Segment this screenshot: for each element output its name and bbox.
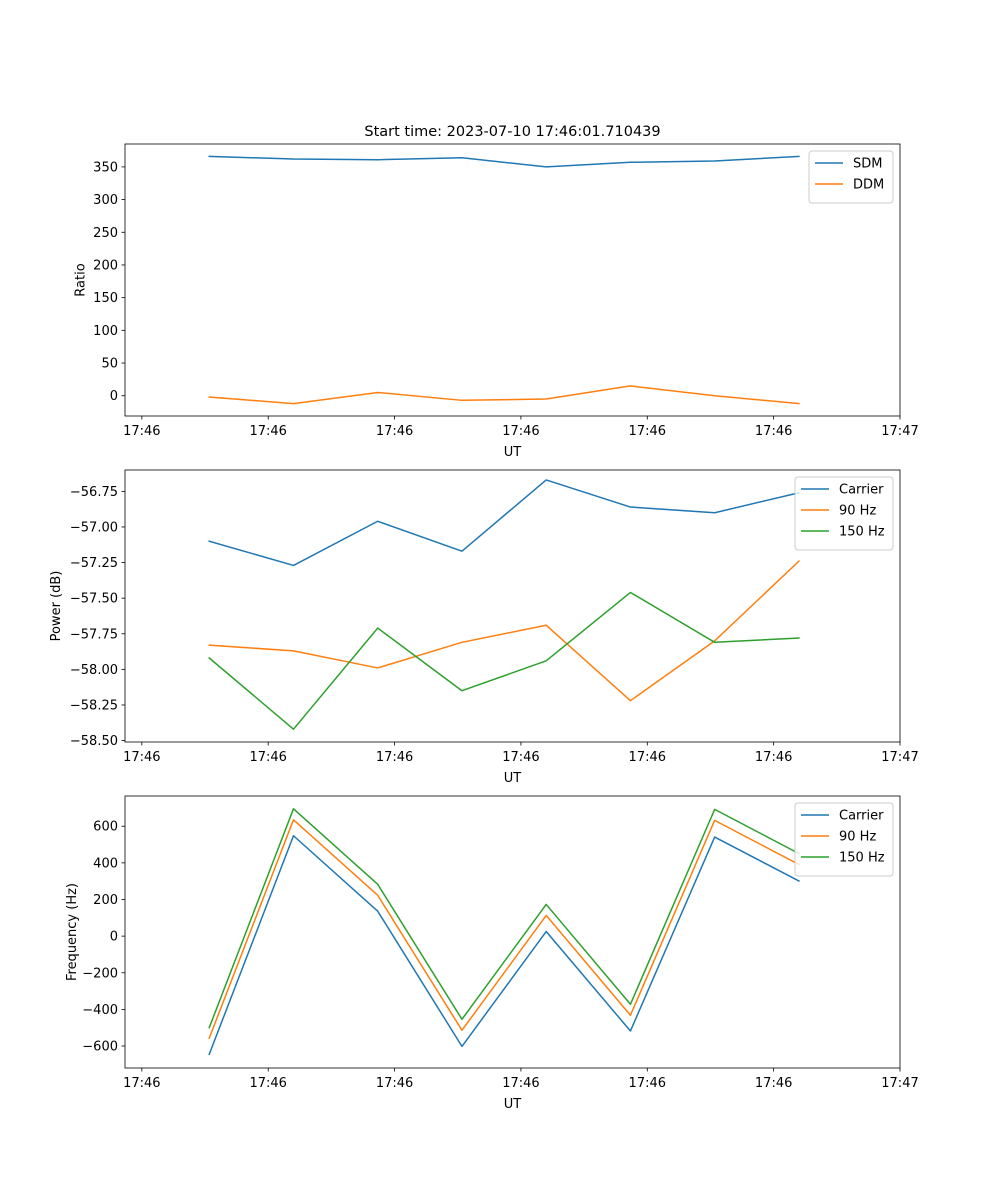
x-tick-label: 17:46 <box>629 1076 666 1091</box>
axes-frame <box>124 469 901 743</box>
subplot-1: 17:46 17:46 17:46 17:46 17:46 17:46 17:47 0 50 10… <box>73 143 919 460</box>
x-tick-label: 17:46 <box>123 424 160 439</box>
y-tick-label: −58.50 <box>70 734 118 749</box>
y-tick-label: 200 <box>93 893 118 908</box>
series-line-90-hz <box>208 560 800 702</box>
legend-label: DDM <box>853 178 884 193</box>
y-tick-label: −57.25 <box>70 556 118 571</box>
legend-label: Carrier <box>839 483 884 498</box>
y-tick-label: −57.50 <box>70 592 118 607</box>
legend-label: SDM <box>853 157 882 172</box>
series-line-150-hz <box>208 808 800 1029</box>
y-tick-label: 400 <box>93 856 118 871</box>
x-tick-label: 17:46 <box>123 1076 160 1091</box>
y-tick-label: −57.75 <box>70 627 118 642</box>
x-tick-label: 17:46 <box>502 750 539 765</box>
x-tick-label: 17:46 <box>629 750 666 765</box>
y-tick-label: 50 <box>101 357 118 372</box>
subplot-3: 17:46 17:46 17:46 17:46 17:46 17:46 17:47 −600 −… <box>65 795 919 1112</box>
y-axis-label: Frequency (Hz) <box>65 883 80 981</box>
legend-label: 90 Hz <box>839 504 876 519</box>
y-tick-label: 600 <box>93 820 118 835</box>
axes-frame <box>124 795 901 1069</box>
x-axis-label: UT <box>504 1097 522 1112</box>
legend-box <box>808 150 894 204</box>
x-tick-label: 17:46 <box>376 750 413 765</box>
y-axis-label: Ratio <box>73 263 88 296</box>
x-tick-label: 17:46 <box>629 424 666 439</box>
y-tick-label: −58.25 <box>70 698 118 713</box>
legend-label: Carrier <box>839 809 884 824</box>
x-tick-label: 17:46 <box>249 1076 286 1091</box>
x-tick-label: 17:46 <box>376 424 413 439</box>
y-tick-label: −57.00 <box>70 520 118 535</box>
axes-frame <box>124 143 901 417</box>
y-tick-label: 200 <box>93 258 118 273</box>
x-tick-label: 17:47 <box>881 424 918 439</box>
y-axis-label: Power (dB) <box>49 571 64 642</box>
legend-label: 150 Hz <box>839 525 885 540</box>
x-axis-label: UT <box>504 445 522 460</box>
x-tick-label: 17:46 <box>755 1076 792 1091</box>
plots: 17:46 17:46 17:46 17:46 17:46 17:46 17:47 0 50 10… <box>49 143 919 1112</box>
y-tick-label: −200 <box>82 966 118 981</box>
x-tick-label: 17:46 <box>249 750 286 765</box>
x-tick-label: 17:46 <box>755 424 792 439</box>
y-tick-label: 150 <box>93 291 118 306</box>
x-axis-label: UT <box>504 771 522 786</box>
x-tick-label: 17:47 <box>881 750 918 765</box>
x-tick-label: 17:46 <box>249 424 286 439</box>
legend-label: 150 Hz <box>839 851 885 866</box>
figure-title: Start time: 2023-07-10 17:46:01.710439 <box>364 124 660 140</box>
y-tick-label: −400 <box>82 1003 118 1018</box>
series-line-carrier <box>208 479 800 567</box>
y-tick-label: 0 <box>110 930 118 945</box>
x-tick-label: 17:46 <box>502 1076 539 1091</box>
x-tick-label: 17:46 <box>376 1076 413 1091</box>
y-tick-label: −58.00 <box>70 663 118 678</box>
x-tick-label: 17:47 <box>881 1076 918 1091</box>
legend-label: 90 Hz <box>839 830 876 845</box>
series-line-carrier <box>208 835 800 1056</box>
y-tick-label: 100 <box>93 324 118 339</box>
y-tick-label: 250 <box>93 226 118 241</box>
subplot-2: 17:46 17:46 17:46 17:46 17:46 17:46 17:47 −58.5… <box>49 469 919 786</box>
series-line-150-hz <box>208 591 800 730</box>
legend: Carrier 90 Hz 150 Hz <box>794 802 894 877</box>
y-tick-label: 350 <box>93 160 118 175</box>
x-tick-label: 17:46 <box>123 750 160 765</box>
x-tick-label: 17:46 <box>755 750 792 765</box>
legend: Carrier 90 Hz 150 Hz <box>794 476 894 551</box>
y-tick-label: −56.75 <box>70 485 118 500</box>
series-line-90-hz <box>208 819 800 1040</box>
y-tick-label: 300 <box>93 193 118 208</box>
legend: SDM DDM <box>808 150 894 204</box>
y-tick-label: −600 <box>82 1040 118 1055</box>
x-tick-label: 17:46 <box>502 424 539 439</box>
series-line-ddm <box>208 385 800 405</box>
y-tick-label: 0 <box>110 389 118 404</box>
series-line-sdm <box>208 155 800 168</box>
